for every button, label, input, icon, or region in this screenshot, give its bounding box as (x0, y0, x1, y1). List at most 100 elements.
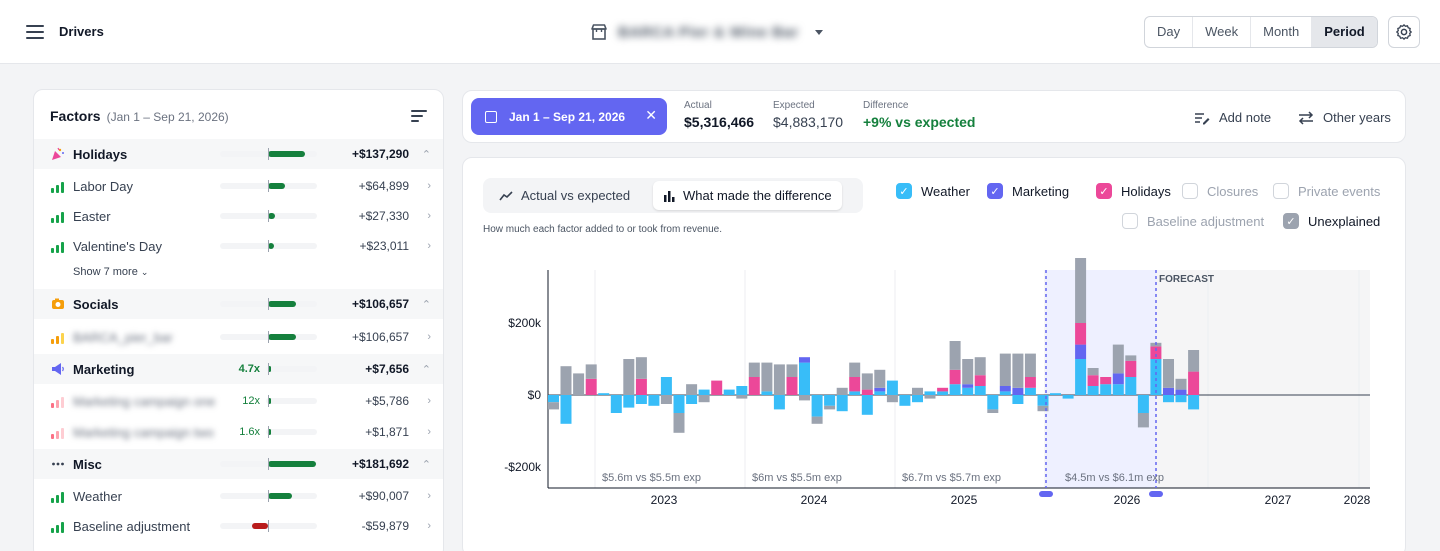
factor-bar (220, 298, 317, 310)
bar-segment-holidays (1100, 377, 1112, 385)
zero-line (268, 490, 269, 502)
store-picker[interactable]: BARCA Pier & Wine Bar (590, 20, 823, 44)
bar-segment-weather (999, 391, 1011, 395)
bar-segment-unexplained (1125, 355, 1137, 361)
show-more-link[interactable]: Show 7 more ⌄ (73, 266, 149, 278)
factor-row-marketing-campaign-two[interactable]: Marketing campaign two 1.6x +$1,871 › (34, 417, 443, 447)
factor-row-marketing-campaign-one[interactable]: Marketing campaign one 12x +$5,786 › (34, 386, 443, 416)
bar-segment-weather (1012, 395, 1024, 404)
bar-segment-marketing (874, 387, 886, 392)
factor-bar (266, 363, 317, 375)
bar-segment-holidays (1188, 371, 1200, 395)
bar-segment-weather (836, 395, 848, 412)
view-toggle: Actual vs expected What made the differe… (483, 178, 863, 213)
date-range-chip[interactable]: Jan 1 – Sep 21, 2026 ✕ (471, 98, 667, 135)
bar-segment-holidays (949, 369, 961, 385)
factor-row-barca-pier-bar[interactable]: BARCA_pier_bar +$106,657 › (34, 322, 443, 352)
filter-label: Baseline adjustment (1147, 213, 1265, 229)
factor-row-weather[interactable]: Weather +$90,007 › (34, 481, 443, 511)
factor-group-misc[interactable]: Misc +$181,692 ⌃ (34, 449, 443, 479)
chevron-right-icon: › (427, 426, 431, 438)
factor-row-easter[interactable]: Easter +$27,330 › (34, 201, 443, 231)
filter-baseline-adjustment[interactable]: Baseline adjustment (1122, 213, 1264, 229)
checkbox[interactable]: ✓ (1096, 183, 1112, 199)
bar-segment-unexplained (573, 373, 585, 395)
filter-marketing[interactable]: ✓ Marketing (987, 183, 1069, 199)
bar-segment-unexplained (585, 364, 597, 379)
range-tab-month[interactable]: Month (1250, 17, 1311, 47)
factor-row-labor-day[interactable]: Labor Day +$64,899 › (34, 171, 443, 201)
checkbox[interactable]: ✓ (987, 183, 1003, 199)
close-icon[interactable]: ✕ (645, 107, 657, 123)
settings-button[interactable] (1388, 16, 1420, 48)
bar-segment-unexplained (861, 373, 873, 390)
filter-weather[interactable]: ✓ Weather (896, 183, 970, 199)
checkbox[interactable] (1122, 213, 1138, 229)
bar-segment-weather (635, 395, 647, 404)
bar-segment-unexplained (799, 395, 810, 401)
factor-label: Marketing campaign two (73, 424, 214, 440)
bar-segment-marketing (1112, 373, 1124, 385)
year-summary-label: $5.6m vs $5.5m exp (602, 472, 701, 484)
filter-holidays[interactable]: ✓ Holidays (1096, 183, 1171, 199)
chevron-right-icon: › (427, 395, 431, 407)
checkbox[interactable]: ✓ (1283, 213, 1299, 229)
bar-segment-holidays (1087, 375, 1099, 386)
factor-row-baseline-adjustment[interactable]: Baseline adjustment -$59,879 › (34, 511, 443, 541)
bar-segment-unexplained (1037, 405, 1049, 412)
bar-segment-unexplained (698, 395, 710, 403)
bar-segment-holidays (1125, 360, 1137, 377)
bar-segment-weather (811, 395, 823, 417)
factors-header: Factors (Jan 1 – Sep 21, 2026) (50, 108, 229, 124)
chevron-right-icon: › (427, 331, 431, 343)
bar-segment-unexplained (773, 364, 785, 395)
chevron-right-icon: › (427, 210, 431, 222)
chevron-up-icon: ⌃ (421, 148, 431, 161)
factor-group-marketing[interactable]: Marketing 4.7x +$7,656 ⌃ (34, 354, 443, 384)
filter-private-events[interactable]: Private events (1273, 183, 1380, 199)
bar-segment-weather (673, 395, 685, 413)
bar-segment-weather (1050, 393, 1061, 395)
sort-icon[interactable] (411, 110, 427, 122)
range-tab-day[interactable]: Day (1157, 24, 1181, 39)
chevron-up-icon: ⌃ (421, 363, 431, 376)
bar-segment-unexplained (924, 395, 936, 399)
factors-panel: Factors (Jan 1 – Sep 21, 2026) Holidays +… (33, 89, 444, 551)
range-tab-week[interactable]: Week (1192, 17, 1250, 47)
bar-segment-weather (1188, 395, 1200, 410)
bar-segment-marketing (799, 357, 810, 363)
bar-segment-holidays (974, 375, 986, 386)
selection-handle-end (1149, 491, 1163, 497)
bar-segment-unexplained (849, 362, 861, 377)
bar-segment-unexplained (1024, 353, 1036, 377)
filter-unexplained[interactable]: ✓ Unexplained (1283, 213, 1380, 229)
actual-vs-expected-tab[interactable]: Actual vs expected (489, 181, 640, 210)
expected-stat: Expected $4,883,170 (773, 100, 844, 130)
hamburger-menu-icon[interactable] (26, 25, 44, 39)
other-years-button[interactable]: Other years (1298, 110, 1391, 125)
add-note-button[interactable]: Add note (1194, 110, 1271, 125)
x-tick-label: 2025 (951, 493, 978, 507)
y-tick-label: $200k (508, 316, 542, 330)
bar-segment-holidays (635, 378, 647, 395)
bar-segment-weather (1112, 384, 1124, 395)
y-tick-label: -$200k (504, 460, 542, 474)
what-made-the-difference-tab[interactable]: What made the difference (653, 181, 842, 210)
factor-group-socials[interactable]: Socials +$106,657 ⌃ (34, 289, 443, 319)
filter-closures[interactable]: Closures (1182, 183, 1258, 199)
checkbox[interactable] (1182, 183, 1198, 199)
range-tab-period[interactable]: Period (1311, 17, 1377, 47)
bar-segment-unexplained (999, 353, 1011, 386)
factor-row-valentine-s-day[interactable]: Valentine's Day +$23,011 › (34, 231, 443, 261)
factor-group-holidays[interactable]: Holidays +$137,290 ⌃ (34, 139, 443, 169)
x-tick-label: 2023 (651, 493, 678, 507)
factor-label: Holidays (73, 146, 128, 162)
checkbox[interactable]: ✓ (896, 183, 912, 199)
factor-value: +$106,657 (351, 330, 409, 344)
factor-label: Marketing campaign one (73, 393, 216, 409)
factor-value: +$7,656 (365, 362, 409, 376)
forecast-label: FORECAST (1159, 274, 1214, 285)
factor-value: +$5,786 (365, 394, 409, 408)
filter-label: Closures (1207, 183, 1259, 199)
checkbox[interactable] (1273, 183, 1289, 199)
